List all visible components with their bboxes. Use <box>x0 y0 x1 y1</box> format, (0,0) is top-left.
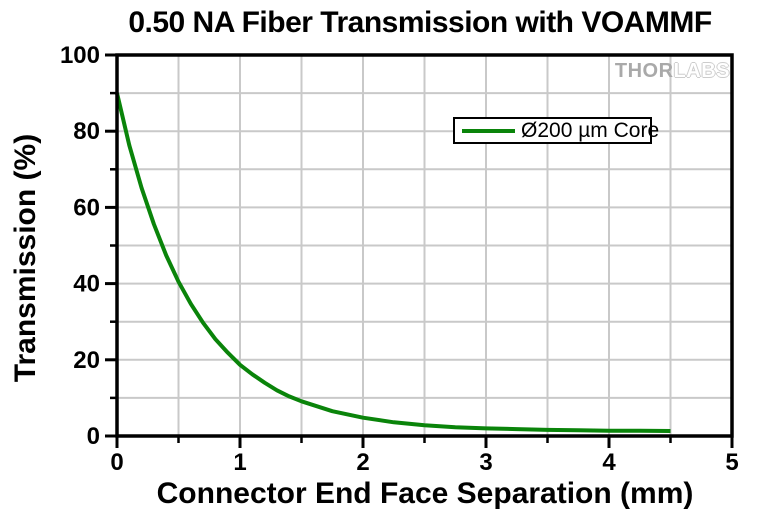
y-tick-label: 40 <box>73 271 100 298</box>
x-tick-label: 3 <box>479 449 492 476</box>
x-tick-label: 1 <box>233 449 246 476</box>
legend-line-sample <box>462 128 515 133</box>
tick-marks <box>105 53 734 448</box>
y-tick-label: 100 <box>60 42 100 69</box>
x-tick-label: 0 <box>110 449 123 476</box>
x-axis-title: Connector End Face Separation (mm) <box>156 477 694 510</box>
tick-labels: 0 1 2 3 4 5 0 20 40 60 80 100 <box>60 42 739 476</box>
legend: Ø200 µm Core <box>453 117 659 144</box>
y-tick-label: 60 <box>73 194 100 221</box>
y-tick-label: 0 <box>87 423 100 450</box>
thorlabs-watermark: THORLABS <box>615 60 730 83</box>
y-tick-label: 80 <box>73 118 100 145</box>
thorlabs-watermark-labs: LABS <box>673 60 730 82</box>
chart-title: 0.50 NA Fiber Transmission with VOAMMF <box>128 6 712 39</box>
x-tick-label: 2 <box>356 449 369 476</box>
legend-label: Ø200 µm Core <box>521 118 660 142</box>
thorlabs-watermark-thor: THOR <box>614 60 674 82</box>
x-tick-label: 4 <box>602 449 616 476</box>
data-series-line <box>115 92 671 433</box>
y-tick-label: 20 <box>73 347 100 374</box>
x-tick-label: 5 <box>725 449 738 476</box>
gridlines <box>117 55 732 436</box>
